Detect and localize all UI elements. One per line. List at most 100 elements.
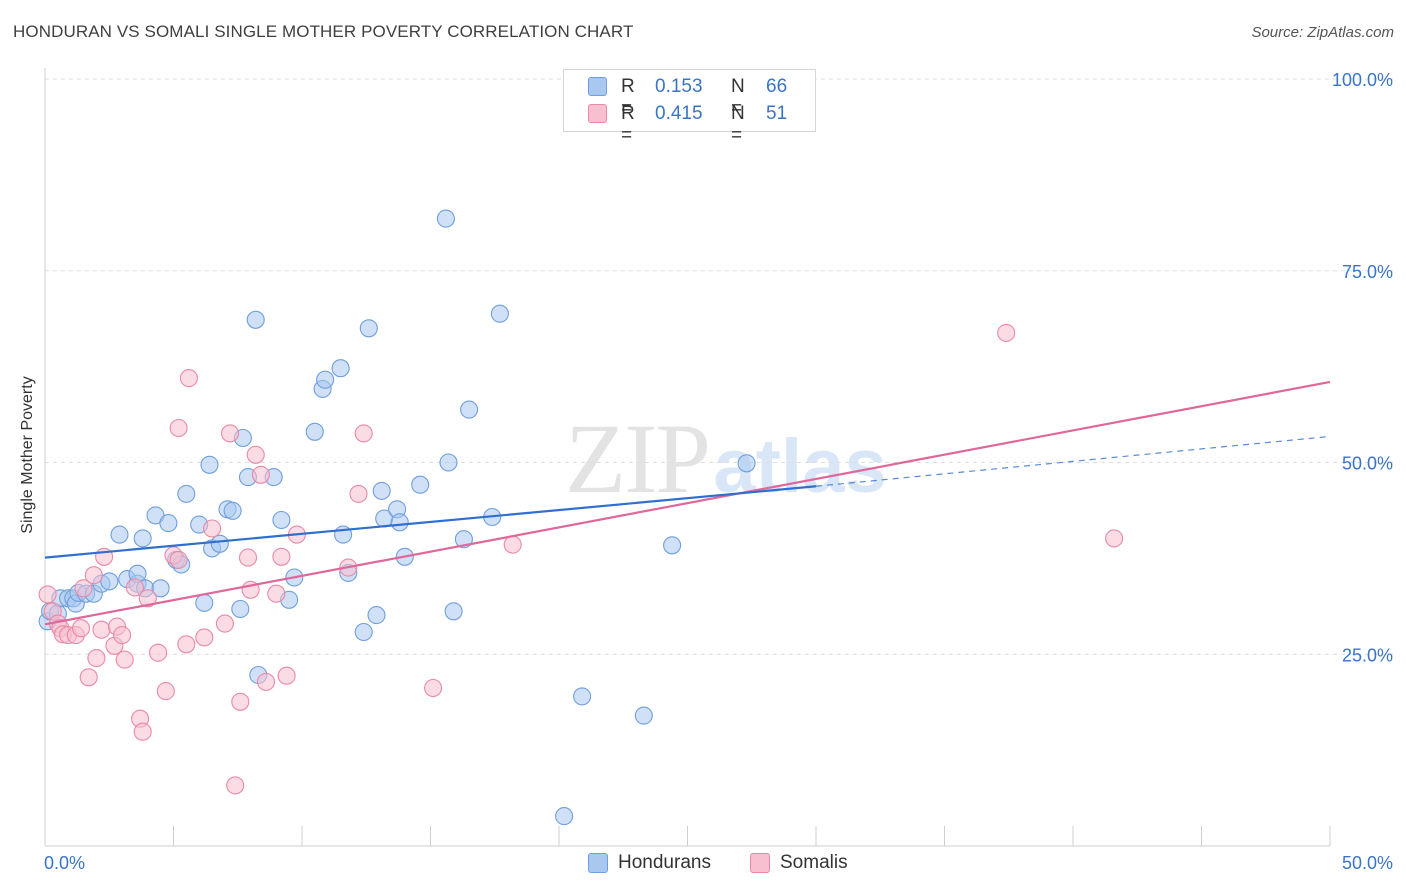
honduran-point [411, 475, 430, 494]
gridlines [45, 78, 1394, 655]
hondurans-trend-extension [815, 435, 1331, 487]
somali-point [38, 585, 57, 604]
watermark-zip: ZIP [565, 403, 709, 514]
somali-point [1105, 529, 1124, 548]
somali-point [71, 619, 91, 638]
somali-point [246, 445, 265, 464]
somali-point [177, 635, 196, 654]
y-tick-label: 25.0% [1342, 645, 1393, 665]
honduran-point [231, 599, 250, 619]
somali-point [251, 465, 270, 484]
somalis-points [38, 323, 1124, 795]
honduran-point [110, 525, 129, 544]
honduran-point [272, 510, 291, 530]
hondurans-swatch [588, 77, 607, 96]
y-tick-label: 75.0% [1342, 262, 1393, 282]
axes [44, 68, 1331, 847]
honduran-point [663, 536, 682, 555]
r-label: R = [621, 76, 635, 119]
n-label: N = [731, 76, 745, 119]
y-axis-label: Single Mother Poverty [19, 376, 36, 534]
somali-point [156, 682, 175, 701]
honduran-point [316, 370, 335, 389]
somali-point [87, 649, 106, 668]
somali-point [220, 424, 240, 443]
x-tick-label: 0.0% [44, 853, 85, 873]
somali-point [997, 323, 1016, 342]
honduran-point [305, 422, 324, 441]
somali-point [226, 776, 245, 795]
honduran-point [367, 606, 386, 625]
somalis-swatch [588, 104, 607, 123]
honduran-point [159, 514, 178, 533]
chart-title: HONDURAN VS SOMALI SINGLE MOTHER POVERTY… [13, 22, 634, 41]
honduran-point [195, 593, 214, 612]
somali-point [349, 484, 368, 503]
n-value: 51 [766, 103, 788, 124]
legend-label: Hondurans [618, 852, 711, 873]
honduran-point [210, 534, 229, 553]
hondurans-swatch [588, 853, 608, 873]
somali-point [125, 578, 144, 597]
honduran-point [444, 602, 463, 621]
somalis-trend-line [44, 380, 1331, 626]
somali-point [215, 614, 234, 633]
trend-lines [44, 380, 1331, 626]
somali-point [84, 566, 103, 585]
somali-point [79, 668, 98, 687]
honduran-point [223, 501, 242, 520]
somalis-swatch [750, 853, 770, 873]
somali-point [92, 620, 111, 639]
honduran-point [436, 209, 455, 228]
somali-point [179, 369, 198, 388]
honduran-point [133, 529, 152, 548]
somali-point [115, 650, 134, 669]
somali-point [203, 519, 222, 538]
honduran-point [372, 481, 391, 500]
tick-labels: 25.0% 50.0% 75.0% 100.0% 0.0% 50.0% [44, 70, 1393, 873]
somali-point [195, 628, 214, 647]
n-label: N = [731, 103, 745, 146]
y-tick-label: 50.0% [1342, 454, 1393, 474]
somali-point [256, 672, 276, 691]
r-label: R = [621, 103, 635, 146]
somali-point [231, 692, 250, 711]
honduran-point [200, 455, 219, 474]
honduran-point [151, 579, 170, 598]
honduran-point [390, 513, 409, 532]
honduran-point [573, 687, 592, 706]
somali-point [74, 579, 93, 598]
honduran-point [100, 572, 119, 591]
n-value: 66 [766, 76, 788, 97]
honduran-point [634, 706, 653, 725]
honduran-point [439, 453, 458, 472]
legend-label: Somalis [780, 852, 848, 873]
somali-point [138, 589, 157, 608]
y-tick-label: 100.0% [1332, 70, 1393, 90]
somali-point [424, 678, 443, 698]
somali-point [503, 535, 522, 554]
somali-point [133, 722, 152, 741]
somali-point [113, 626, 132, 645]
r-value: 0.153 [655, 76, 703, 97]
somali-point [149, 643, 168, 662]
somali-point [354, 424, 373, 443]
honduran-point [555, 807, 574, 826]
somali-point [277, 666, 296, 685]
somali-point [238, 548, 258, 567]
honduran-point [331, 359, 350, 378]
honduran-point [737, 454, 756, 473]
x-tick-label: 50.0% [1342, 853, 1393, 873]
honduran-point [354, 622, 373, 642]
watermark: ZIP atlas [565, 403, 887, 514]
somali-point [169, 550, 188, 569]
somali-point [267, 584, 286, 603]
honduran-point [246, 310, 265, 329]
somali-point [169, 418, 188, 438]
source-credit: Source: ZipAtlas.com [1251, 24, 1394, 41]
correlation-legend: R = 0.153 N = 66 R = 0.415 N = 51 [563, 69, 816, 146]
somali-point [272, 547, 291, 566]
honduran-point [490, 304, 509, 323]
r-value: 0.415 [655, 103, 703, 124]
